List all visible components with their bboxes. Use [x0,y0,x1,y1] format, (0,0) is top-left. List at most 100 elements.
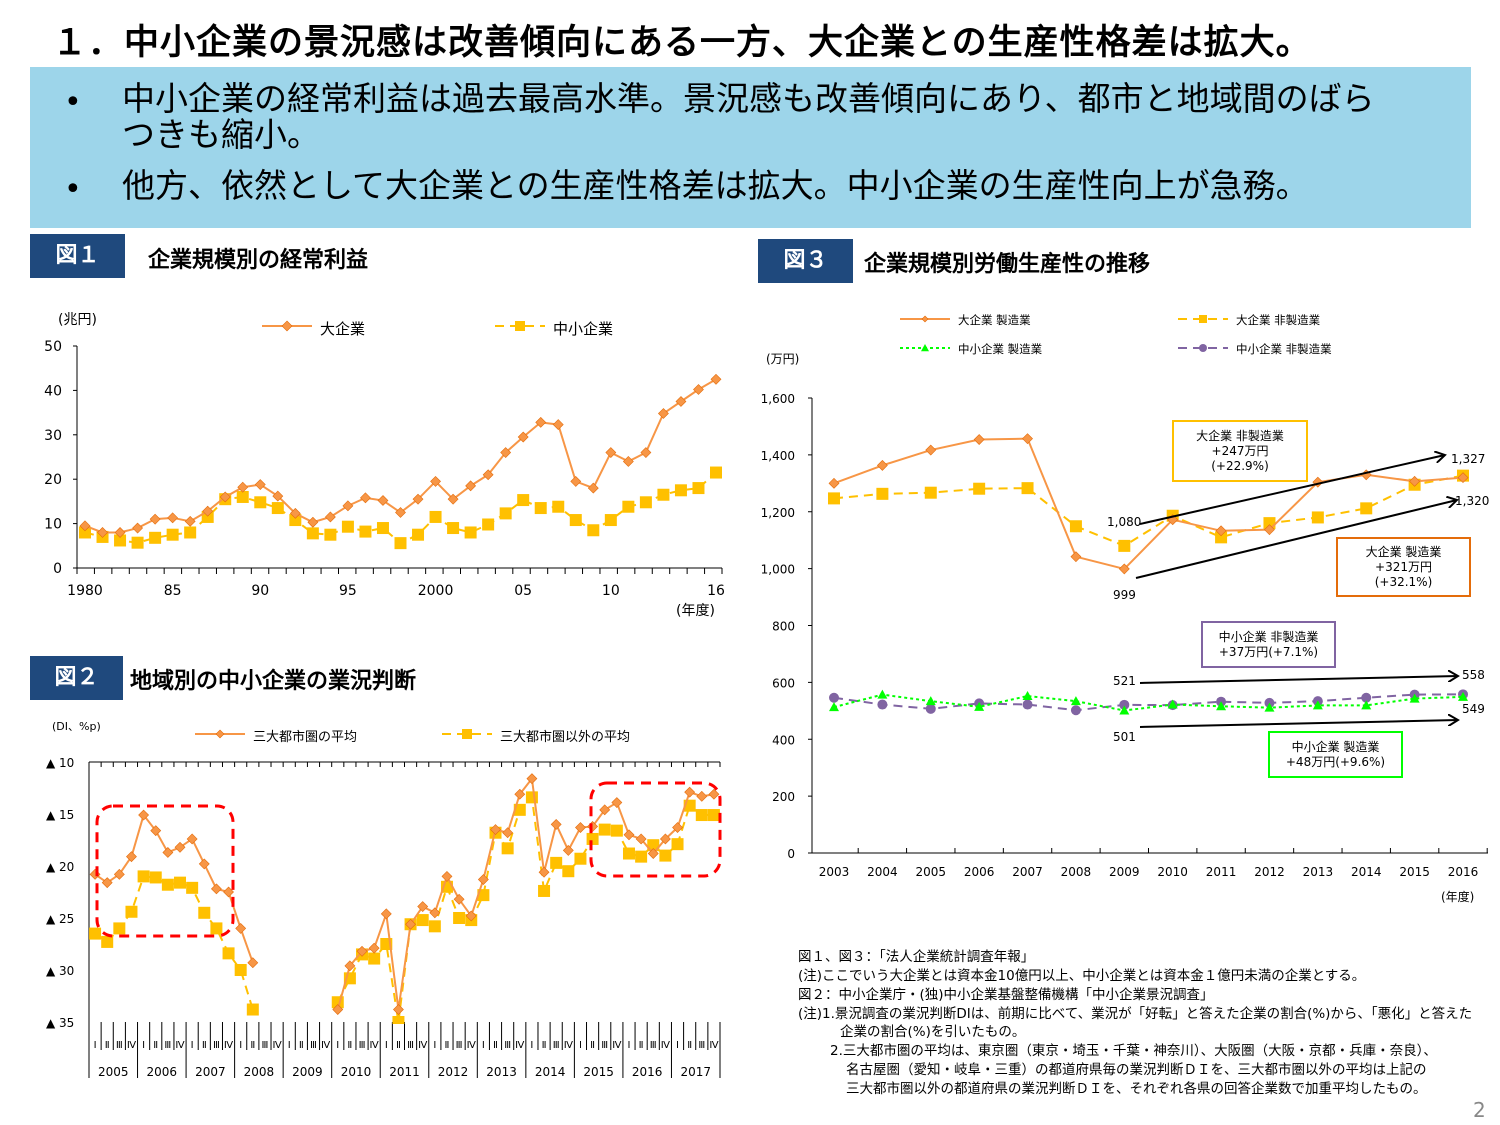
chart2-quarter-label: Ⅲ [456,1040,463,1051]
chart2-quarter-label: Ⅱ [105,1040,110,1051]
chart2-legend-1-marker [215,729,225,739]
chart2-series-0-point [441,870,453,882]
chart3-series-3-point [1022,699,1033,710]
chart2-series-1-point [392,1016,405,1024]
chart2-quarter-label: Ⅳ [564,1040,574,1051]
chart2-quarter-label: Ⅰ [239,1040,242,1051]
chart3-x-tick-label: 2008 [1061,865,1092,879]
chart2-quarter-label: Ⅱ [299,1040,304,1051]
chart3-series-1-point [876,487,889,500]
chart3-series-2-point [1167,699,1178,709]
chart2-year-label: 2009 [292,1065,323,1079]
chart2-series-0-point [126,851,137,863]
fig3-title: 企業規模別労働生産性の推移 [864,252,1151,277]
chart1-x-tick-label: 16 [707,583,725,599]
chart3-series-0-point [1457,472,1469,484]
chart2-series-1-point [368,952,381,965]
chart1-series-0-point [465,480,477,492]
chart1-y-tick-label: 30 [44,428,62,444]
chart1-x-tick-label: 95 [339,583,357,599]
chart1-series-0-point [570,475,582,487]
chart3-legend-label-4: 中小企業 非製造業 [1236,342,1332,356]
chart1-series-1-point [359,525,372,538]
chart1-series-0-point [79,520,91,532]
chart3-y-tick-label: 400 [772,733,795,747]
chart2-year-label: 2007 [195,1065,226,1079]
chart1-xlabel: (年度) [676,603,715,619]
annotation-line: 中小企業 非製造業 [1218,629,1319,644]
chart2-series-1-point [174,876,187,889]
chart1-series-1-point [254,496,267,509]
chart3-series-0-point [876,459,888,471]
chart2-series-0-point [429,907,441,919]
page-title: １．中小企業の景況感は改善傾向にある一方、大企業との生産性格差は拡大。 [52,23,1312,63]
chart3-series-0-point [1409,475,1421,487]
chart3-y-tick-label: 1,000 [761,563,795,577]
chart2-series-1-point [562,865,575,878]
chart2-quarter-label: Ⅱ [250,1040,255,1051]
chart2-quarter-label: Ⅱ [493,1040,498,1051]
chart1-series-0-point [587,482,599,494]
chart1-series-0-point [693,384,704,395]
chart2-series-0-point [162,847,174,858]
chart1-series-0-point [430,475,441,487]
chart1-series-0-point [447,493,459,505]
chart3-series-3-point [1119,699,1130,710]
chart2-quarter-label: Ⅱ [590,1040,595,1051]
chart1-series-1-point [131,536,144,549]
annotation-sme-nonmfg: 中小企業 非製造業 +37万円(+7.1%) [1201,621,1336,668]
chart2-series-1-point [610,824,623,837]
chart3-series-3-point [1070,705,1081,716]
summary-bullet-2: 他方、依然として大企業との生産性格差は拡大。中小企業の生産性向上が急務。 [122,166,1309,205]
chart2-quarter-label: Ⅳ [175,1040,185,1051]
summary-box: • 中小企業の経常利益は過去最高水準。景況感も改善傾向にあり、都市と地域間のばら… [30,67,1471,228]
chart2-quarter-label: Ⅰ [142,1040,145,1051]
chart2-highlight-box-2016 [589,781,722,878]
chart2-series-0-point [502,827,514,839]
chart3-x-tick-label: 2006 [964,865,995,879]
chart2-series-1-point [622,847,635,860]
chart2-series-0-point [562,844,574,856]
page-number: 2 [1473,1098,1486,1122]
chart2-series-1-point [210,922,223,935]
chart1-series-1-point [289,514,302,527]
chart2-quarter-label: Ⅱ [639,1040,644,1051]
data-label-1320: 1,320 [1455,494,1490,508]
chart1-series-0-point [412,493,424,505]
chart1-series-1-point [639,496,652,509]
chart1-series-1-point [447,522,460,535]
chart2-year-label: 2013 [486,1065,517,1079]
chart1-series-0-point [622,456,634,467]
chart2-quarter-label: Ⅰ [530,1040,533,1051]
bullet-icon: • [64,85,82,120]
note-source-2: 図２：中小企業庁・(独)中小企業基盤整備機構「中小企業景況調査」 [798,987,1214,1003]
chart1-series-1-point [79,526,91,539]
chart2-series-1-point [707,809,720,822]
annotation-line: +48万円(+9.6%) [1285,754,1386,769]
chart2-series-0-point [514,788,526,800]
chart1-series-0-point [184,515,196,527]
chart2-quarter-label: Ⅱ [445,1040,450,1051]
chart2-quarter-label: Ⅳ [612,1040,622,1051]
chart3-series-2-point [829,702,839,712]
chart2-series-0-point [611,797,623,808]
chart3-x-tick-label: 2012 [1254,865,1285,879]
summary-bullet-1: 中小企業の経常利益は過去最高水準。景況感も改善傾向にあり、都市と地域間のばら [122,79,1375,118]
chart3-legend-4-marker [1199,344,1207,352]
chart2-quarter-label: Ⅰ [385,1040,388,1051]
chart3-x-tick-label: 2016 [1448,865,1479,879]
chart2-series-1-point [113,922,126,935]
chart1-x-tick-label: 1980 [67,583,103,599]
chart3-x-tick-label: 2003 [819,865,850,879]
chart3-series-0-point [1022,433,1033,445]
chart1-series-0-point [377,495,389,506]
chart2-year-label: 2015 [583,1065,614,1079]
chart2-series-0-point [356,945,368,957]
chart3-series-0-point [925,444,937,456]
chart3-series-1-point [1311,511,1324,524]
chart3-series-1-point [1069,520,1082,533]
chart1-series-0-point [675,396,687,407]
chart2-series-1-point [222,947,235,960]
chart3-y-tick-label: 200 [772,790,795,804]
